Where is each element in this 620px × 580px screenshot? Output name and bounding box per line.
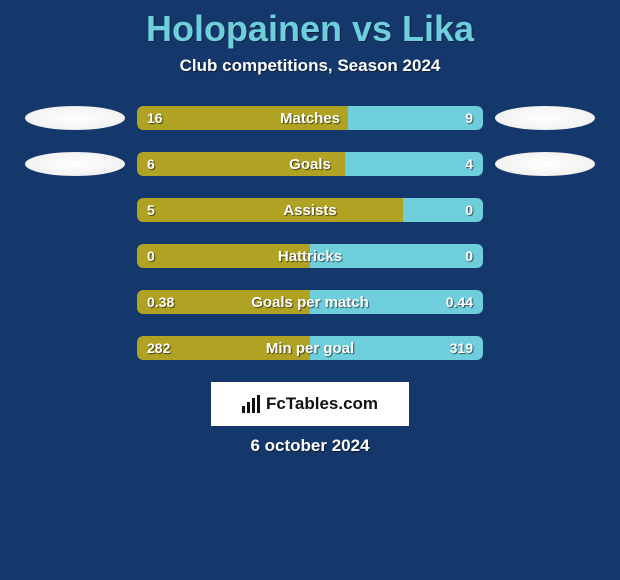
stat-value-right: 9 [455, 106, 483, 130]
stat-value-left: 16 [137, 106, 173, 130]
stat-bar: 0.380.44Goals per match [137, 290, 483, 314]
page-subtitle: Club competitions, Season 2024 [0, 56, 620, 76]
stat-row: 50Assists [0, 198, 620, 222]
stat-value-right: 319 [440, 336, 483, 360]
bar-segment-left [137, 152, 345, 176]
stat-row: 282319Min per goal [0, 336, 620, 360]
player-avatar-left [25, 106, 125, 130]
stat-bar: 282319Min per goal [137, 336, 483, 360]
stat-row: 64Goals [0, 152, 620, 176]
site-logo[interactable]: FcTables.com [211, 382, 409, 426]
stat-bar: 50Assists [137, 198, 483, 222]
player-avatar-right [495, 106, 595, 130]
bar-segment-left [137, 198, 403, 222]
stat-row: 00Hattricks [0, 244, 620, 268]
stat-value-left: 0.38 [137, 290, 184, 314]
stats-rows: 169Matches64Goals50Assists00Hattricks0.3… [0, 106, 620, 360]
stat-value-left: 282 [137, 336, 180, 360]
stat-value-left: 0 [137, 244, 165, 268]
stat-value-left: 6 [137, 152, 165, 176]
page-title: Holopainen vs Lika [0, 8, 620, 50]
bar-chart-icon [242, 395, 260, 413]
stat-bar: 64Goals [137, 152, 483, 176]
stat-row: 169Matches [0, 106, 620, 130]
player-avatar-right [495, 152, 595, 176]
stat-bar: 00Hattricks [137, 244, 483, 268]
stat-row: 0.380.44Goals per match [0, 290, 620, 314]
stat-value-right: 0 [455, 244, 483, 268]
stat-value-right: 4 [455, 152, 483, 176]
stat-bar: 169Matches [137, 106, 483, 130]
comparison-card: Holopainen vs Lika Club competitions, Se… [0, 0, 620, 580]
generated-date: 6 october 2024 [0, 436, 620, 456]
logo-text: FcTables.com [266, 394, 378, 414]
stat-value-right: 0 [455, 198, 483, 222]
stat-value-left: 5 [137, 198, 165, 222]
stat-value-right: 0.44 [436, 290, 483, 314]
player-avatar-left [25, 152, 125, 176]
